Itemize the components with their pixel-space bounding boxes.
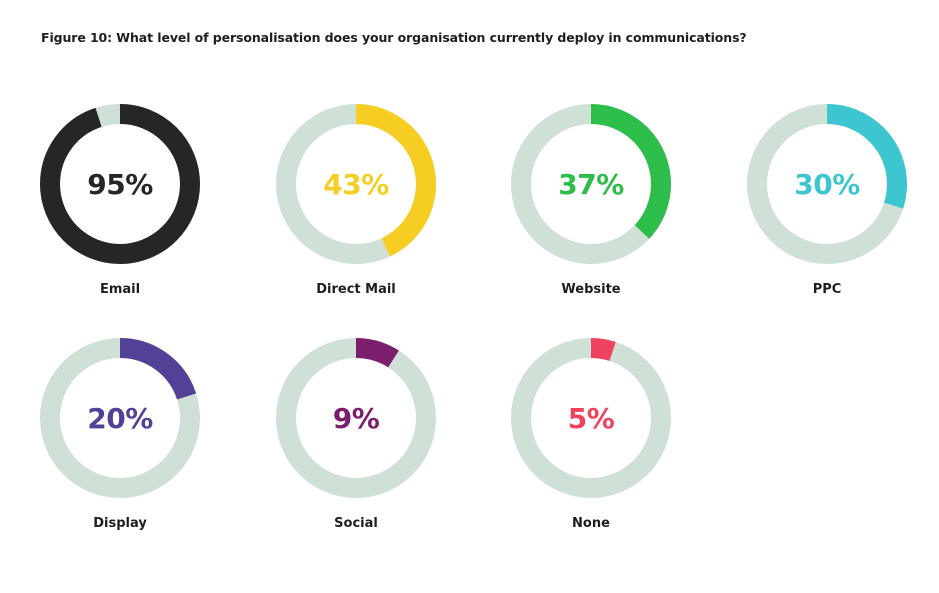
donut-email: 95% Email [40,104,220,297]
donut-social: 9% Social [276,338,456,531]
donut-value-arc-display [40,338,200,498]
donut-svg-display: 20% [40,338,200,498]
donut-value-arc-none [511,338,671,498]
donut-svg-website: 37% [511,104,671,264]
donut-label-display: Display [93,516,147,531]
donut-percent-ppc: 30% [794,168,860,201]
donut-label-website: Website [561,282,621,297]
donut-value-arc-direct-mail [276,104,436,264]
donut-percent-email: 95% [87,168,153,201]
donut-svg-email: 95% [40,104,200,264]
donut-website: 37% Website [511,104,691,297]
donut-percent-social: 9% [333,402,380,435]
donut-percent-direct-mail: 43% [323,168,389,201]
donut-value-arc-email [40,104,200,264]
donut-none: 5% None [511,338,691,531]
donut-value-arc-social [276,338,436,498]
donut-direct-mail: 43% Direct Mail [276,104,456,297]
donut-label-social: Social [334,516,378,531]
donut-percent-none: 5% [568,402,615,435]
donut-value-arc-ppc [747,104,907,264]
donut-percent-website: 37% [558,168,624,201]
donut-label-direct-mail: Direct Mail [316,282,396,297]
donut-svg-ppc: 30% [747,104,907,264]
donut-svg-social: 9% [276,338,436,498]
donut-label-none: None [572,516,610,531]
donut-percent-display: 20% [87,402,153,435]
donut-svg-none: 5% [511,338,671,498]
donut-label-ppc: PPC [812,282,842,297]
donut-value-arc-website [511,104,671,264]
donut-display: 20% Display [40,338,220,531]
donut-label-email: Email [99,282,141,297]
donut-svg-direct-mail: 43% [276,104,436,264]
donut-ppc: 30% PPC [747,104,927,297]
chart-title: Figure 10: What level of personalisation… [41,30,747,45]
